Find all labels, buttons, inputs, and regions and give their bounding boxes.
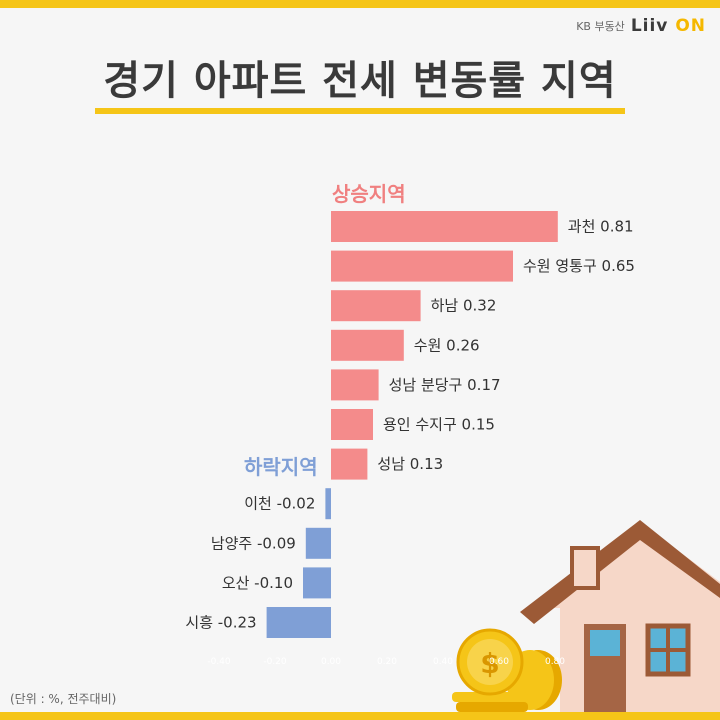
title-wrap: 경기 아파트 전세 변동률 지역 [0,48,720,114]
bar-data-label: 성남 분당구 0.17 [389,376,501,394]
chart-bar [331,250,513,282]
brand-logo: KB 부동산 Liiv ON [576,16,706,36]
chart-bar [331,329,404,361]
chart-bar [303,567,331,599]
brand-liiv-on: Liiv ON [631,16,706,36]
dollar-icon: $ [480,647,499,680]
section-label-rise: 상승지역 [332,182,406,206]
coin-illustration: $ [452,628,562,712]
chart-bar [331,448,368,480]
axis-tick-label: 0.80 [545,657,565,667]
chart-bar [331,290,421,322]
chart-bar [266,607,331,638]
brand-kb-text: KB 부동산 [576,20,625,33]
axis-tick-label: 0.20 [377,657,397,667]
axis-tick-label: -0.20 [263,657,287,667]
bar-data-label: 성남 0.13 [377,455,443,473]
bar-data-label: 과천 0.81 [568,218,634,236]
chart-bar [331,409,373,440]
page-title: 경기 아파트 전세 변동률 지역 [95,48,625,114]
house-illustration [520,520,720,712]
axis-tick-label: -0.40 [207,657,231,667]
axis-tick-label: 0.00 [321,657,341,667]
brand-logo-accent: ON [675,16,706,36]
bar-data-label: 용인 수지구 0.15 [383,416,495,434]
bar-data-label: 하남 0.32 [431,297,497,315]
bar-data-label: 시흥 -0.23 [185,614,256,632]
bottom-accent-bar [0,712,720,720]
bar-data-label: 이천 -0.02 [244,495,315,513]
axis-tick-label: 0.60 [489,657,509,667]
bar-data-label: 수원 영통구 0.65 [523,257,635,275]
top-accent-bar [0,0,720,8]
chart-bar [331,369,379,401]
unit-note: (단위 : %, 전주대비) [10,692,117,706]
bar-data-label: 남양주 -0.09 [211,534,296,552]
chart-bar [305,527,331,559]
brand-logo-main: Liiv [630,16,669,36]
chart-bar [325,488,331,520]
section-label-fall: 하락지역 [244,455,318,479]
chart-bar [331,211,558,242]
axis-tick-label: 0.40 [433,657,453,667]
bar-data-label: 수원 0.26 [414,336,480,354]
bar-data-label: 오산 -0.10 [222,574,293,592]
